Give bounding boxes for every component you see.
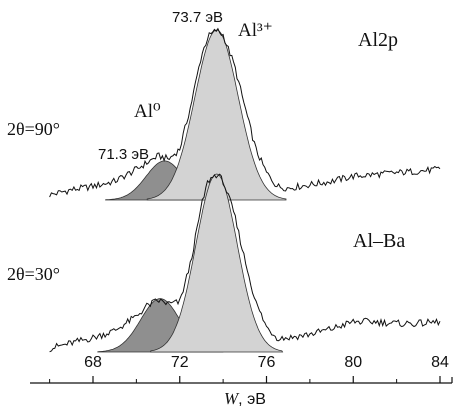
label-metal: Al⁰: [134, 101, 161, 122]
spectrum-line: [49, 173, 441, 353]
x-tick-label: 76: [258, 354, 276, 371]
spectrum-line: [49, 27, 441, 198]
label-angle-bottom: 2θ=30°: [7, 264, 60, 284]
x-tick-label: 72: [171, 354, 189, 371]
label-metal-energy: 71.3 эВ: [98, 146, 149, 163]
label-sample-bottom: Al–Ba: [353, 230, 405, 252]
peak-ion-fill: [150, 173, 284, 353]
x-ticks: 68 72 76 80 84: [49, 354, 449, 383]
x-tick-label: 80: [344, 354, 362, 371]
x-tick-label: 84: [431, 354, 449, 371]
panel-top: [49, 27, 441, 201]
x-axis-label: W, эВ: [224, 389, 266, 408]
label-ion-energy: 73.7 эВ: [172, 9, 223, 26]
label-ion: Al³⁺: [238, 20, 273, 41]
label-sample-top: Al2p: [358, 29, 398, 51]
label-angle-top: 2θ=90°: [7, 119, 60, 139]
x-tick-label: 68: [84, 354, 102, 371]
panel-bottom: [49, 173, 441, 353]
